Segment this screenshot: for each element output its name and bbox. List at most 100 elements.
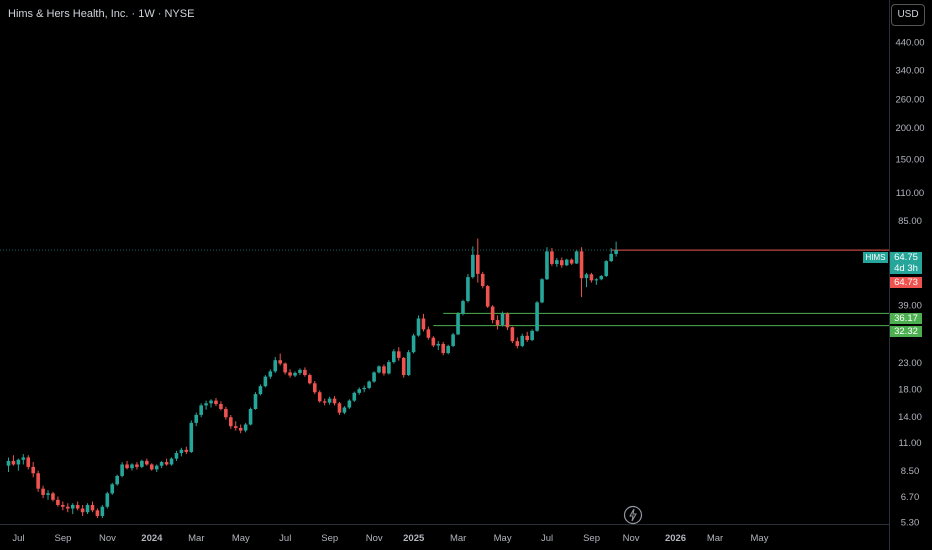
candle-body: [243, 424, 248, 431]
candle-body: [149, 464, 154, 470]
candle-body: [322, 401, 327, 403]
candle-body: [520, 335, 525, 346]
y-tick-label: 200.00: [895, 123, 924, 134]
candle-body: [219, 404, 223, 409]
candle-body: [387, 362, 391, 374]
candle-body: [130, 464, 134, 469]
y-tick-label: 39.00: [898, 301, 922, 312]
candle-body: [140, 460, 144, 467]
candle-body: [46, 493, 50, 495]
lightning-bolt-icon[interactable]: [623, 505, 643, 525]
candle-body: [589, 274, 594, 281]
candle-body: [36, 473, 40, 489]
x-tick-label: May: [494, 533, 512, 544]
candle-body: [41, 488, 45, 495]
candle-body: [95, 510, 100, 517]
candle-body: [189, 422, 194, 452]
candle-body: [258, 386, 263, 395]
candle-body: [540, 279, 544, 303]
candle-body: [56, 499, 60, 505]
x-tick-label: 2025: [403, 533, 425, 544]
x-tick-label: Mar: [707, 533, 723, 544]
candle-body: [466, 277, 470, 302]
candle-body: [100, 506, 105, 517]
y-tick-label: 440.00: [895, 37, 924, 48]
support-2-badge: 32.32: [890, 326, 922, 337]
y-tick-label: 11.00: [898, 438, 921, 449]
y-tick-label: 260.00: [895, 95, 924, 106]
candle-body: [174, 453, 179, 459]
x-tick-label: May: [751, 533, 769, 544]
candle-body: [135, 464, 139, 467]
countdown-badge: 4d 3h: [890, 263, 922, 274]
candle-body: [337, 403, 342, 413]
candle-body: [584, 274, 589, 279]
candle-body: [530, 330, 534, 341]
candle-body: [263, 376, 268, 387]
candle-body: [545, 251, 549, 280]
candle-body: [209, 400, 213, 404]
candle-body: [179, 449, 184, 454]
candle-body: [85, 504, 90, 513]
symbol-badge: HIMS: [863, 252, 888, 263]
candle-body: [115, 475, 119, 485]
x-tick-label: Jul: [12, 533, 24, 544]
candle-body: [609, 253, 613, 262]
candle-body: [21, 457, 26, 460]
x-tick-label: Nov: [623, 533, 640, 544]
x-tick-label: Mar: [450, 533, 466, 544]
candle-body: [426, 329, 431, 338]
candle-body: [362, 387, 366, 390]
candle-body: [248, 408, 253, 425]
candle-body: [614, 250, 618, 254]
candle-body: [278, 360, 282, 364]
candle-body: [505, 313, 510, 328]
candle-body: [416, 318, 421, 336]
price-axis: 5.306.708.5011.0014.0018.0023.0039.0049.…: [895, 37, 924, 528]
candle-body: [476, 254, 480, 274]
candle-body: [16, 459, 21, 465]
candle-body: [120, 464, 124, 476]
candlesticks: [6, 238, 618, 518]
x-tick-label: Nov: [99, 533, 116, 544]
candle-body: [471, 254, 475, 278]
candle-body: [105, 493, 110, 507]
x-tick-label: Sep: [583, 533, 600, 544]
candle-body: [308, 375, 312, 384]
candle-body: [377, 366, 381, 373]
candle-body: [396, 351, 401, 358]
candle-body: [61, 504, 65, 507]
x-tick-label: Sep: [321, 533, 338, 544]
candle-body: [253, 394, 258, 409]
candle-body: [441, 343, 446, 354]
candle-body: [154, 465, 159, 470]
x-tick-label: 2024: [141, 533, 163, 544]
candle-body: [214, 400, 218, 405]
y-tick-label: 14.00: [898, 412, 922, 423]
candle-body: [31, 466, 35, 474]
candle-body: [382, 366, 386, 374]
y-tick-label: 5.30: [901, 518, 920, 529]
candle-body: [392, 351, 396, 363]
candle-body: [559, 260, 564, 266]
candle-body: [406, 352, 411, 376]
candle-body: [352, 392, 357, 401]
candle-body: [515, 341, 520, 346]
candle-body: [342, 407, 347, 413]
candle-body: [312, 383, 317, 393]
y-tick-label: 340.00: [895, 65, 924, 76]
candle-body: [564, 259, 569, 266]
candle-body: [229, 417, 233, 427]
candle-body: [303, 369, 307, 376]
y-tick-label: 23.00: [898, 358, 922, 369]
candle-body: [574, 251, 579, 264]
y-tick-label: 110.00: [896, 188, 924, 199]
candle-body: [367, 381, 371, 388]
candle-body: [164, 462, 169, 465]
candle-body: [550, 251, 554, 264]
currency-button[interactable]: USD: [891, 4, 925, 26]
candle-body: [70, 504, 75, 509]
candle-body: [224, 408, 228, 418]
candle-body: [145, 460, 149, 465]
